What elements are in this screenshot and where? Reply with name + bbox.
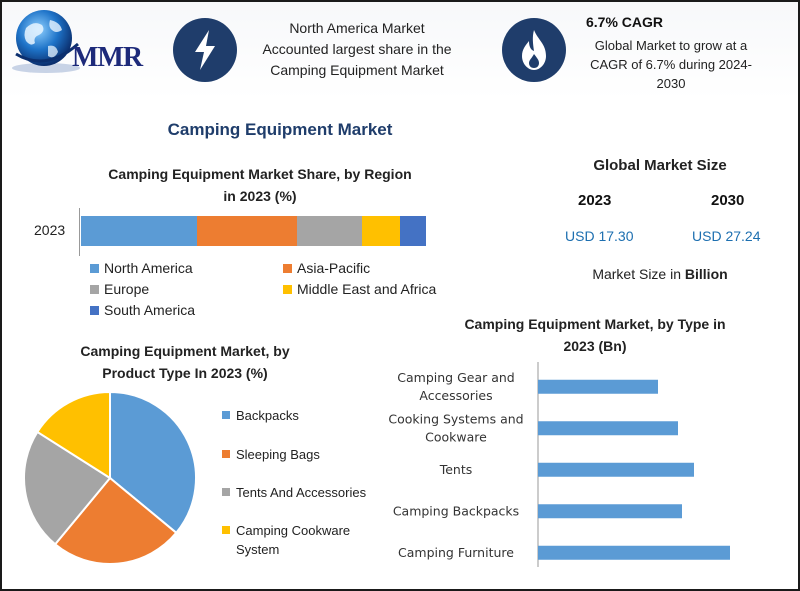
region-segment-south-america: [400, 216, 426, 246]
title-line: Product Type In 2023 (%): [102, 365, 268, 381]
legend-label: Tents And Accessories: [236, 485, 367, 500]
gms-year-2023: 2023: [578, 192, 612, 209]
title-line: Camping Equipment Market Share, by Regio…: [108, 166, 412, 182]
region-segment-north-america: [81, 216, 197, 246]
type-chart-title: Camping Equipment Market, by Type in 202…: [430, 313, 760, 357]
legend-label: North America: [104, 260, 193, 276]
pie-chart-title: Camping Equipment Market, by Product Typ…: [40, 340, 330, 384]
legend-swatch: [222, 450, 230, 458]
type-category-label-line: Camping Furniture: [398, 545, 514, 560]
pie-slice-camping-cookware-system: [36, 390, 111, 480]
legend-label: Camping Cookware: [236, 523, 351, 538]
type-bar: [538, 421, 678, 436]
legend-swatch: [90, 264, 99, 273]
legend-swatch: [222, 526, 230, 534]
legend-label: South America: [104, 302, 196, 318]
highlight-line: North America Market: [289, 20, 425, 36]
type-bar: [538, 462, 694, 477]
legend-swatch: [283, 264, 292, 273]
legend-label: Middle East and Africa: [297, 281, 437, 297]
legend-south-america: South America: [90, 302, 195, 318]
pie-legend-cookware: Camping Cookware System: [222, 521, 350, 559]
gms-unit-word: Billion: [684, 266, 728, 282]
lightning-icon: [173, 18, 237, 82]
region-segment-asia-pacific: [196, 216, 297, 246]
region-segment-middle-east-and-africa: [362, 216, 401, 246]
type-category-label: Cooking Systems and Cookware: [388, 411, 523, 444]
pie-legend-sleeping-bags: Sleeping Bags: [222, 445, 320, 464]
highlight-north-america: North America Market Accounted largest s…: [244, 18, 470, 81]
type-category-label: Camping Backpacks: [393, 503, 519, 518]
pie-legend-tents: Tents And Accessories: [222, 483, 366, 502]
legend-asia-pacific: Asia-Pacific: [283, 260, 370, 276]
legend-swatch: [222, 488, 230, 496]
type-category-label-line: Tents: [439, 462, 473, 477]
legend-label: Backpacks: [236, 408, 299, 423]
cagr-title: 6.7% CAGR: [586, 14, 664, 30]
type-bar-chart: Camping Gear and Accessories Cooking Syste…: [388, 362, 730, 567]
cagr-text: Global Market to grow at a CAGR of 6.7% …: [576, 36, 766, 93]
legend-label: Europe: [104, 281, 150, 297]
gms-unit: Market Size in Billion: [560, 266, 760, 282]
cagr-line: CAGR of 6.7% during 2024-: [590, 57, 752, 72]
region-segment-europe: [296, 216, 363, 246]
page-title: Camping Equipment Market: [167, 120, 393, 139]
legend-label: Sleeping Bags: [236, 447, 320, 462]
type-bar: [538, 504, 682, 519]
legend-europe: Europe: [90, 281, 149, 297]
type-bar: [538, 379, 658, 394]
header-strip: [2, 2, 798, 99]
legend-swatch: [283, 285, 292, 294]
pie-legend-backpacks: Backpacks: [222, 406, 299, 425]
title-line: Camping Equipment Market, by: [80, 343, 290, 359]
legend-swatch: [222, 411, 230, 419]
title-line: Camping Equipment Market, by Type in: [464, 316, 726, 332]
type-category-label: Camping Furniture: [398, 545, 514, 560]
gms-year-2030: 2030: [711, 192, 745, 209]
type-category-label: Tents: [439, 462, 473, 477]
cagr-line: 2030: [656, 76, 686, 91]
flame-icon: [502, 18, 566, 82]
logo-text: MMR: [72, 42, 143, 73]
cagr-line: Global Market to grow at a: [594, 38, 748, 53]
type-bar: [538, 545, 730, 560]
global-market-size-title: Global Market Size: [593, 157, 727, 174]
title-line: in 2023 (%): [223, 188, 297, 204]
type-category-label-line: Camping Backpacks: [393, 503, 519, 518]
highlight-line: Accounted largest share in the: [262, 41, 452, 57]
region-bar-category: 2023: [34, 222, 66, 238]
legend-swatch: [90, 285, 99, 294]
pie-slice-backpacks: [109, 390, 197, 535]
gms-unit-prefix: Market Size in: [592, 266, 682, 282]
mmr-logo: MMR: [6, 6, 156, 74]
title-line: 2023 (Bn): [563, 338, 627, 354]
type-category-label: Camping Gear and Accessories: [397, 370, 514, 403]
type-category-label-line: Cooking Systems and: [388, 411, 523, 426]
gms-value-2030: USD 27.24: [692, 228, 761, 244]
type-category-label-line: Camping Gear and: [397, 370, 514, 385]
gms-value-2023: USD 17.30: [565, 228, 634, 244]
type-category-label-line: Accessories: [419, 388, 492, 403]
region-chart-title: Camping Equipment Market Share, by Regio…: [78, 163, 442, 207]
legend-north-america: North America: [90, 260, 193, 276]
type-category-label-line: Cookware: [425, 429, 487, 444]
globe-icon: [12, 10, 80, 73]
legend-swatch: [90, 306, 99, 315]
highlight-line: Camping Equipment Market: [270, 62, 444, 78]
legend-middle-east-africa: Middle East and Africa: [283, 281, 436, 297]
legend-label-line-2: System: [236, 542, 280, 557]
region-axis-line: [79, 208, 80, 256]
pie-slice-tents-and-accessories: [23, 430, 112, 546]
region-stacked-bar: [81, 216, 426, 246]
product-type-pie: [23, 390, 197, 565]
pie-slice-sleeping-bags: [53, 476, 178, 565]
legend-label: Asia-Pacific: [297, 260, 371, 276]
